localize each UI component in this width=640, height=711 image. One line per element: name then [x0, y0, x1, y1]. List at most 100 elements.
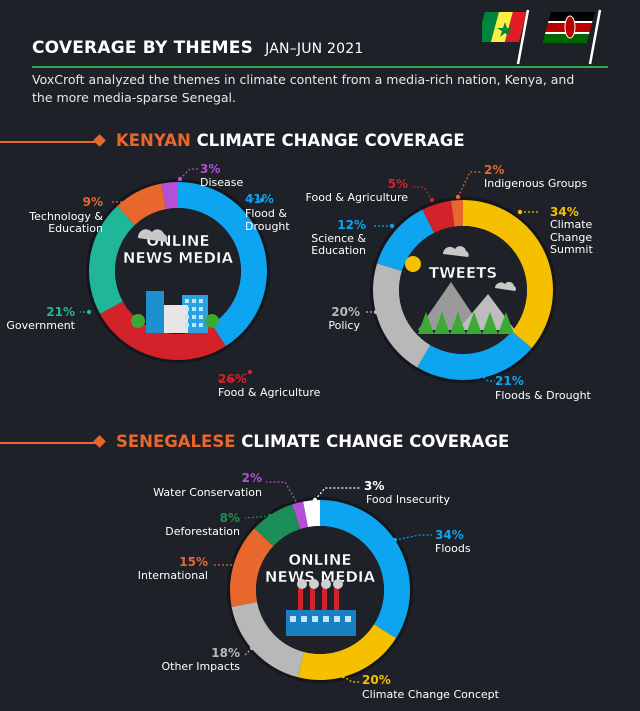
section-highlight: KENYAN: [116, 131, 191, 150]
window-shape: [185, 315, 189, 319]
chart-center-title: TWEETS: [429, 264, 497, 282]
window-shape: [199, 307, 203, 311]
cloud-icon: [442, 246, 469, 257]
sun-icon: [405, 256, 421, 272]
slice-category-label: Drought: [245, 220, 290, 233]
slice-disease: [161, 182, 178, 210]
leader-dot: [127, 199, 133, 205]
leader-dot: [249, 645, 255, 651]
flags-icon: [482, 9, 602, 65]
slice-value-label: 15%: [179, 555, 208, 569]
slice-category-label: Climate: [550, 218, 593, 231]
leader-dot: [429, 197, 435, 203]
slice-value-label: 21%: [46, 305, 75, 319]
slice-category-label: Government: [6, 319, 75, 332]
leader-dot: [177, 176, 183, 182]
building-shape: [146, 291, 164, 333]
window-shape: [290, 616, 296, 622]
leader-line: [179, 168, 200, 180]
slice-category-label: Flood &: [245, 207, 287, 220]
leader-dot: [455, 194, 461, 200]
chart-center-title: ONLINE: [288, 551, 351, 569]
slice-category-label: Deforestation: [165, 525, 240, 538]
window-shape: [185, 323, 189, 327]
window-shape: [185, 307, 189, 311]
cloud-icon: [495, 281, 516, 291]
slice-category-label: Summit: [550, 243, 593, 256]
window-shape: [312, 616, 318, 622]
slice-other-impacts: [231, 601, 305, 678]
chart-center-title: NEWS MEDIA: [265, 568, 376, 586]
tree-shape: [482, 312, 498, 334]
slice-value-label: 34%: [550, 205, 579, 219]
slice-category-label: Policy: [328, 319, 360, 332]
smoke-shape: [297, 579, 307, 589]
leader-dot: [295, 502, 301, 508]
leader-line: [266, 481, 299, 506]
city-buildings-icon: [131, 229, 219, 333]
window-shape: [192, 323, 196, 327]
smoke-shape: [321, 579, 331, 589]
donut-hole: [399, 226, 527, 354]
slice-value-label: 41%: [245, 192, 274, 206]
tree-shape: [131, 314, 145, 328]
leader-dot: [517, 209, 523, 215]
window-shape: [192, 299, 196, 303]
kenya-section-header: KENYAN CLIMATE CHANGE COVERAGE: [0, 131, 640, 153]
slice-category-label: Floods: [435, 542, 471, 555]
slice-category-label: Climate Change Concept: [362, 688, 500, 701]
slice-floods: [320, 500, 410, 639]
section-rest: CLIMATE CHANGE COVERAGE: [235, 432, 510, 451]
section-rule: [0, 141, 96, 143]
slice-government: [89, 206, 135, 314]
slice-value-label: 34%: [435, 528, 464, 542]
window-shape: [192, 315, 196, 319]
senegal-flag-icon: [482, 9, 530, 65]
leader-dot: [267, 513, 273, 519]
slice-category-label: International: [138, 569, 208, 582]
slice-category-label: Food & Agriculture: [306, 191, 409, 204]
slice-value-label: 5%: [388, 177, 408, 191]
slice-category-label: Change: [550, 231, 592, 244]
tree-shape: [450, 312, 466, 334]
slice-value-label: 3%: [200, 162, 220, 176]
leader-dot: [233, 562, 239, 568]
slice-climate-change-concept: [297, 624, 396, 680]
slice-category-label: Technology &: [28, 210, 103, 223]
slice-category-label: Education: [48, 222, 103, 235]
section-highlight: SENEGALESE: [116, 432, 236, 451]
leader-line: [394, 534, 432, 541]
leader-line: [342, 675, 360, 683]
window-shape: [345, 616, 351, 622]
chart-center-title: NEWS MEDIA: [123, 249, 234, 267]
tree-shape: [466, 312, 482, 334]
page-title: COVERAGE BY THEMES JAN–JUN 2021: [32, 38, 363, 58]
senegal-section-header: SENEGALESE CLIMATE CHANGE COVERAGE: [0, 432, 640, 454]
header-rule: [32, 66, 608, 68]
title-period: JAN–JUN 2021: [265, 41, 364, 57]
section-title: SENEGALESE CLIMATE CHANGE COVERAGE: [116, 432, 509, 451]
leader-dot: [392, 537, 398, 543]
leader-dot: [259, 197, 265, 203]
slice-technology-education: [117, 183, 167, 226]
leader-line: [218, 371, 251, 381]
section-rule: [0, 442, 96, 444]
leader-line: [314, 487, 360, 501]
slice-food-insecurity: [303, 500, 320, 528]
leader-dot: [247, 369, 253, 375]
leader-dot: [477, 372, 483, 378]
leader-line: [244, 515, 271, 519]
slice-food-agriculture: [422, 200, 455, 233]
title-text: COVERAGE BY THEMES: [32, 38, 254, 58]
mountain-shape: [418, 282, 483, 330]
window-shape: [334, 616, 340, 622]
slice-category-label: Indigenous Groups: [484, 177, 587, 190]
window-shape: [199, 315, 203, 319]
section-rest: CLIMATE CHANGE COVERAGE: [190, 131, 465, 150]
window-shape: [199, 299, 203, 303]
leader-dot: [373, 309, 379, 315]
slice-category-label: Other Impacts: [161, 660, 240, 673]
slice-floods-drought: [417, 331, 532, 380]
